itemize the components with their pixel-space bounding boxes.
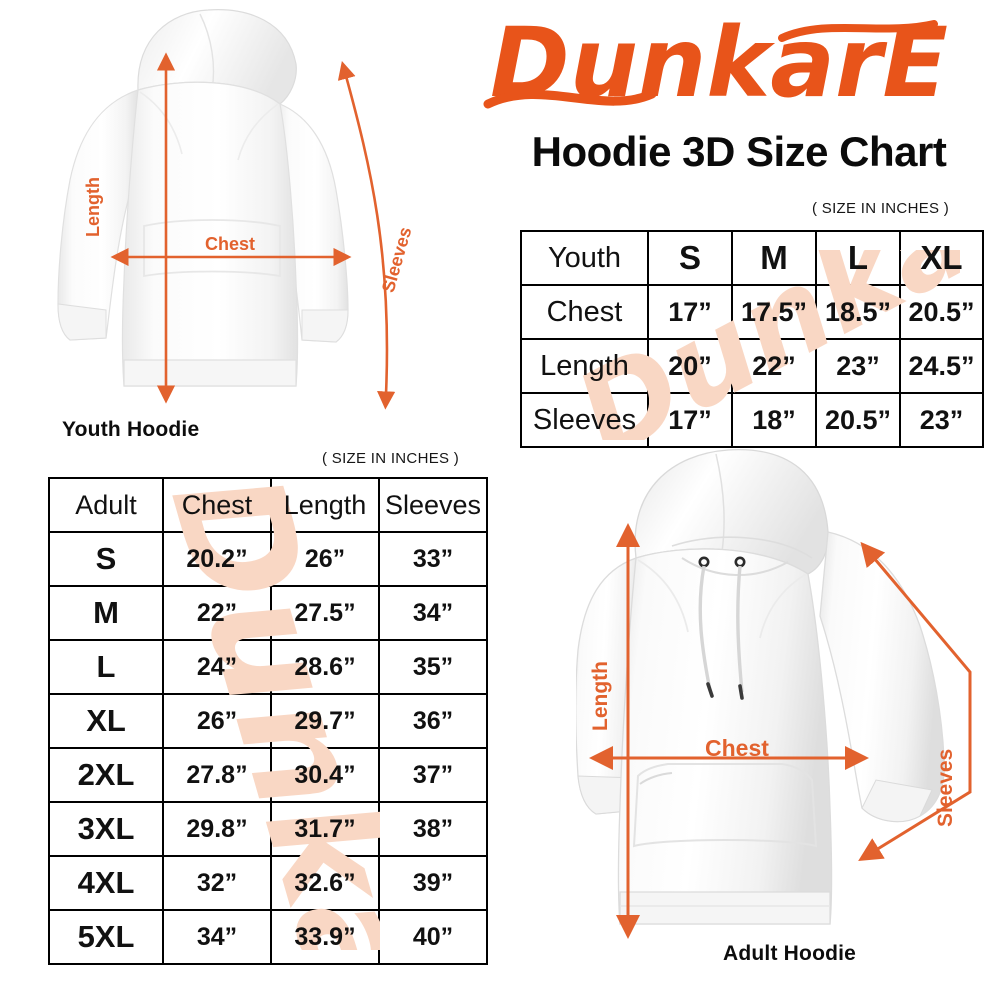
youth-cell-length-m: 22” (731, 338, 817, 394)
adult-row-3xl: 3XL (48, 801, 164, 857)
adult-cell-4xl-length: 32.6” (270, 855, 380, 911)
adult-cell-3xl-length: 31.7” (270, 801, 380, 857)
adult-cell-2xl-chest: 27.8” (162, 747, 272, 803)
youth-table-corner-label: Youth (520, 230, 649, 286)
adult-sleeves-arrow (858, 541, 972, 862)
adult-cell-xl-length: 29.7” (270, 693, 380, 749)
youth-cell-chest-l: 18.5” (815, 284, 901, 340)
adult-col-sleeves: Sleeves (378, 477, 488, 533)
table-row: Chest 17” 17.5” 18.5” 20.5” (520, 284, 984, 340)
youth-chest-label: Chest (205, 234, 256, 254)
adult-size-table: Adult Chest Length Sleeves S 20.2” 26” 3… (48, 477, 488, 965)
adult-sleeves-label: Sleeves (934, 748, 957, 827)
adult-row-s: S (48, 531, 164, 587)
table-row: S 20.2” 26” 33” (48, 531, 488, 587)
adult-cell-m-chest: 22” (162, 585, 272, 641)
adult-hoodie-illustration (576, 440, 996, 960)
youth-cell-sleeves-m: 18” (731, 392, 817, 448)
adult-row-xl: XL (48, 693, 164, 749)
youth-cell-chest-xl: 20.5” (899, 284, 984, 340)
table-row: Adult Chest Length Sleeves (48, 477, 488, 533)
adult-cell-s-sleeves: 33” (378, 531, 488, 587)
youth-cell-chest-s: 17” (647, 284, 733, 340)
adult-cell-s-chest: 20.2” (162, 531, 272, 587)
youth-cell-length-xl: 24.5” (899, 338, 984, 394)
table-row: 3XL 29.8” 31.7” 38” (48, 801, 488, 857)
adult-cell-xl-chest: 26” (162, 693, 272, 749)
adult-cell-3xl-sleeves: 38” (378, 801, 488, 857)
table-row: Length 20” 22” 23” 24.5” (520, 338, 984, 394)
adult-cell-l-length: 28.6” (270, 639, 380, 695)
table-row: 4XL 32” 32.6” 39” (48, 855, 488, 911)
youth-cell-length-l: 23” (815, 338, 901, 394)
adult-cell-2xl-length: 30.4” (270, 747, 380, 803)
brand-logo: DunkarE (482, 8, 982, 128)
adult-row-l: L (48, 639, 164, 695)
table-row: XL 26” 29.7” 36” (48, 693, 488, 749)
youth-col-l: L (815, 230, 901, 286)
adult-table-corner-label: Adult (48, 477, 164, 533)
table-row: M 22” 27.5” 34” (48, 585, 488, 641)
adult-row-m: M (48, 585, 164, 641)
adult-row-5xl: 5XL (48, 909, 164, 965)
adult-cell-m-length: 27.5” (270, 585, 380, 641)
adult-col-chest: Chest (162, 477, 272, 533)
table-row: L 24” 28.6” 35” (48, 639, 488, 695)
adult-col-length: Length (270, 477, 380, 533)
adult-row-4xl: 4XL (48, 855, 164, 911)
page-title: Hoodie 3D Size Chart (531, 128, 947, 175)
adult-length-label: Length (589, 661, 612, 731)
youth-cell-sleeves-s: 17” (647, 392, 733, 448)
table-row: Sleeves 17” 18” 20.5” 23” (520, 392, 984, 448)
adult-cell-5xl-chest: 34” (162, 909, 272, 965)
youth-length-label: Length (83, 177, 103, 237)
adult-cell-5xl-length: 33.9” (270, 909, 380, 965)
table-row: 5XL 34” 33.9” 40” (48, 909, 488, 965)
youth-cell-length-s: 20” (647, 338, 733, 394)
adult-cell-s-length: 26” (270, 531, 380, 587)
youth-cell-sleeves-l: 20.5” (815, 392, 901, 448)
adult-cell-3xl-chest: 29.8” (162, 801, 272, 857)
adult-cell-2xl-sleeves: 37” (378, 747, 488, 803)
adult-cell-m-sleeves: 34” (378, 585, 488, 641)
youth-units-note: ( SIZE IN INCHES ) (812, 200, 950, 217)
adult-cell-l-chest: 24” (162, 639, 272, 695)
youth-col-xl: XL (899, 230, 984, 286)
adult-cell-4xl-chest: 32” (162, 855, 272, 911)
youth-hoodie-caption: Youth Hoodie (62, 418, 200, 441)
adult-units-note: ( SIZE IN INCHES ) (322, 450, 460, 467)
youth-cell-sleeves-xl: 23” (899, 392, 984, 448)
youth-hoodie-illustration (40, 4, 470, 444)
youth-size-table: Youth S M L XL Chest 17” 17.5” 18.5” 20.… (520, 230, 984, 448)
adult-hoodie-caption: Adult Hoodie (723, 942, 857, 965)
youth-row-length: Length (520, 338, 649, 394)
adult-cell-4xl-sleeves: 39” (378, 855, 488, 911)
adult-cell-l-sleeves: 35” (378, 639, 488, 695)
table-row: Youth S M L XL (520, 230, 984, 286)
adult-cell-xl-sleeves: 36” (378, 693, 488, 749)
youth-sleeves-arrow (337, 60, 396, 410)
adult-chest-label: Chest (705, 735, 769, 761)
youth-col-m: M (731, 230, 817, 286)
adult-row-2xl: 2XL (48, 747, 164, 803)
youth-cell-chest-m: 17.5” (731, 284, 817, 340)
adult-cell-5xl-sleeves: 40” (378, 909, 488, 965)
table-row: 2XL 27.8” 30.4” 37” (48, 747, 488, 803)
youth-row-chest: Chest (520, 284, 649, 340)
youth-row-sleeves: Sleeves (520, 392, 649, 448)
youth-col-s: S (647, 230, 733, 286)
